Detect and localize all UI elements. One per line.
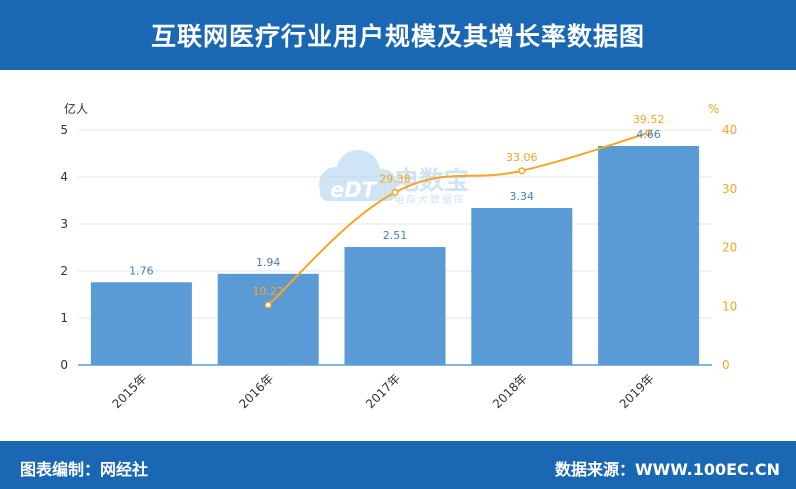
line-series <box>264 129 653 309</box>
y-right-tick-label: 10 <box>722 299 737 313</box>
x-tick-label: 2019年 <box>617 371 657 411</box>
footer: 图表编制：网经社 数据来源：WWW.100EC.CN <box>0 441 796 489</box>
bar <box>344 247 446 365</box>
y-right-tick-label: 30 <box>722 182 737 196</box>
line-point <box>264 301 272 309</box>
cloud-logo-icon <box>319 150 397 201</box>
x-tick-label: 2017年 <box>363 371 403 411</box>
line-point <box>645 129 653 137</box>
line-value-label: 33.06 <box>506 151 538 164</box>
y-right-axis-label: % <box>708 102 719 116</box>
line-value-label: 29.38 <box>379 172 411 185</box>
y-left-tick-label: 2 <box>60 264 68 278</box>
growth-rate-line <box>267 131 649 306</box>
bar <box>90 282 192 365</box>
line-value-label: 10.22 <box>252 285 284 298</box>
x-tick-label: 2015年 <box>110 371 150 411</box>
y-left-tick-label: 1 <box>60 311 68 325</box>
y-left-tick-label: 3 <box>60 217 68 231</box>
data-labels: 1.76 1.94 2.51 3.34 4.66 10.22 29.38 33.06 39.52 <box>129 113 664 298</box>
footer-source: 数据来源：WWW.100EC.CN <box>554 460 780 479</box>
y-left-tick-label: 4 <box>60 170 68 184</box>
y-right-tick-label: 40 <box>722 123 737 137</box>
bar-value-label: 1.76 <box>129 264 154 277</box>
bar-series <box>90 145 700 365</box>
y-left-axis-label: 亿人 <box>64 101 88 116</box>
y-right-tick-label: 0 <box>722 358 730 372</box>
bar <box>598 145 700 365</box>
footer-credit: 图表编制：网经社 <box>20 460 149 479</box>
x-tick-label: 2016年 <box>236 371 276 411</box>
watermark-title: 电数宝 <box>394 166 469 195</box>
bar-value-label: 3.34 <box>510 190 535 203</box>
y-right-tick-label: 20 <box>722 241 737 255</box>
watermark-logo: eDT 电数宝 电商大数据库 <box>319 150 469 206</box>
bar <box>217 273 319 365</box>
line-point <box>391 188 399 196</box>
y-left-tick-label: 0 <box>60 358 68 372</box>
bar <box>471 208 573 365</box>
watermark-subtitle: 电商大数据库 <box>394 193 466 206</box>
line-point <box>518 167 526 175</box>
bar-value-label: 1.94 <box>256 256 281 269</box>
bar-value-label: 2.51 <box>383 229 408 242</box>
line-value-label: 39.52 <box>633 113 665 126</box>
chart-title: 互联网医疗行业用户规模及其增长率数据图 <box>0 0 796 70</box>
watermark-logo-text: eDT <box>330 178 378 202</box>
bar-value-label: 4.66 <box>636 128 661 141</box>
x-tick-label: 2018年 <box>490 371 530 411</box>
y-left-tick-label: 5 <box>60 123 68 137</box>
